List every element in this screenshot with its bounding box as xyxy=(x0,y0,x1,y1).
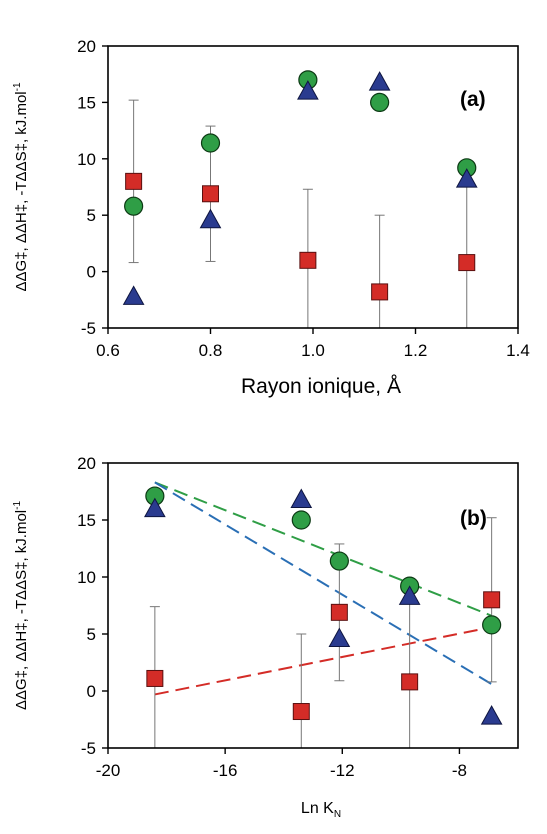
x-tick-label: -20 xyxy=(96,761,121,780)
data-point-circle xyxy=(124,196,144,216)
x-tick-label: -16 xyxy=(213,761,238,780)
chart-panel-b: -20 -16 -12 -8 -5 0 5 10 15 20 (b) Ln KN ΔΔG‡, ΔΔH‡,… xyxy=(12,454,519,820)
data-point-triangle xyxy=(368,71,391,91)
x-tick-label: 1.2 xyxy=(404,341,428,360)
y-tick-label: 10 xyxy=(77,568,96,587)
x-tick-label: 0.8 xyxy=(199,341,223,360)
data-point-circle xyxy=(200,133,221,153)
x-tick-label: 1.0 xyxy=(301,341,325,360)
data-point-triangle xyxy=(328,627,351,648)
data-point-circle xyxy=(482,615,502,635)
y-tick-label: 20 xyxy=(77,37,96,56)
x-axis-label: Ln KN xyxy=(301,800,341,820)
plot-frame xyxy=(107,462,519,749)
fit-line-triangle xyxy=(154,481,493,686)
y-tick-label: 0 xyxy=(87,263,96,282)
y-tick-label: -5 xyxy=(81,319,96,338)
data-point-square xyxy=(146,669,164,687)
data-point-square xyxy=(371,283,389,301)
y-axis-label: ΔΔG‡, ΔΔH‡, -TΔΔS‡, kJ.mol-1 xyxy=(12,82,30,291)
x-tick-label: 1.4 xyxy=(506,341,530,360)
x-tick-label: -8 xyxy=(452,761,467,780)
data-point-triangle xyxy=(398,585,421,605)
data-point-square xyxy=(458,254,476,272)
data-point-circle xyxy=(370,92,390,113)
panel-label: (b) xyxy=(460,507,487,530)
data-point-square xyxy=(125,172,143,190)
y-tick-label: 0 xyxy=(87,682,96,701)
data-point-triangle xyxy=(199,208,222,229)
data-point-triangle xyxy=(290,488,313,508)
data-point-circle xyxy=(329,551,349,571)
y-axis-label: ΔΔG‡, ΔΔH‡, -TΔΔS‡, kJ.mol-1 xyxy=(12,501,30,710)
data-point-triangle xyxy=(144,497,166,518)
x-axis-label: Rayon ionique, Å xyxy=(241,375,401,398)
panel-label: (a) xyxy=(460,88,486,111)
data-point-square xyxy=(401,673,419,691)
x-tick-label: 0.6 xyxy=(96,341,120,360)
data-point-square xyxy=(299,251,317,269)
data-point-square xyxy=(202,185,219,203)
y-tick-label: 5 xyxy=(87,625,96,644)
data-point-square xyxy=(483,591,501,609)
data-point-square xyxy=(330,603,348,621)
data-point-triangle xyxy=(455,168,478,188)
data-point-circle xyxy=(291,510,311,530)
y-tick-label: -5 xyxy=(81,739,96,758)
x-tick-label: -12 xyxy=(330,761,355,780)
y-tick-label: 15 xyxy=(77,93,96,112)
y-tick-label: 15 xyxy=(77,511,96,530)
data-point-triangle xyxy=(480,705,503,725)
fit-line-circle xyxy=(154,481,493,617)
y-tick-label: 20 xyxy=(77,454,96,473)
y-tick-label: 5 xyxy=(87,206,96,225)
data-point-square xyxy=(292,703,310,721)
chart-panel-a: 0.6 0.8 1.0 1.2 1.4 -5 0 5 10 15 20 (a) Rayon ioniqu… xyxy=(12,37,530,398)
fit-line-square xyxy=(154,626,492,696)
data-point-triangle xyxy=(122,285,145,305)
data-point-triangle xyxy=(297,80,319,100)
y-tick-label: 10 xyxy=(77,150,96,169)
